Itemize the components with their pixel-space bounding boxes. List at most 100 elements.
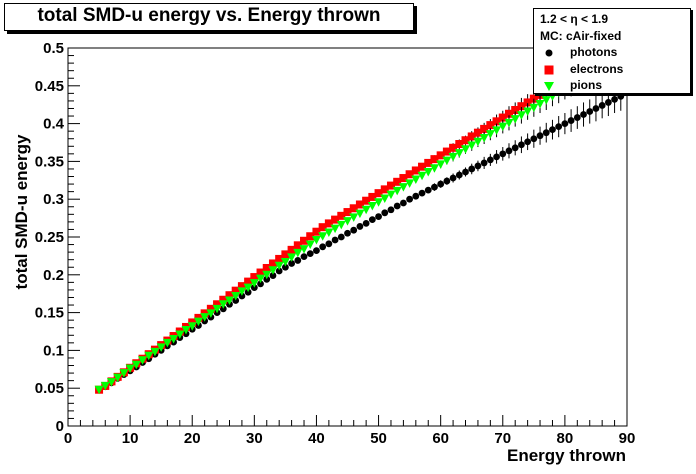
pions-point <box>504 118 514 128</box>
y-tick-label: 0.5 <box>43 40 64 57</box>
legend-header-eta: 1.2 < η < 1.9 <box>540 12 609 26</box>
photons-point <box>586 108 594 115</box>
pions-point <box>510 115 520 124</box>
pions-point <box>144 351 154 361</box>
electrons-point <box>424 158 433 167</box>
pions-point <box>541 96 551 105</box>
pions-point <box>181 325 191 335</box>
photons-point <box>611 96 618 103</box>
electrons-point <box>213 300 222 309</box>
photons-point <box>381 209 389 217</box>
photons-point <box>561 120 569 127</box>
photons-point <box>598 102 606 109</box>
electrons-point <box>256 268 265 277</box>
electrons-point <box>386 181 395 190</box>
legend-entry-electrons: electrons <box>540 62 688 78</box>
pions-point <box>324 228 334 237</box>
photons-point <box>362 219 370 227</box>
pions-point <box>100 381 110 391</box>
photons-point <box>443 177 451 185</box>
photons-point <box>511 144 519 152</box>
electrons-point <box>449 143 458 152</box>
pions-point <box>106 378 116 387</box>
photons-point <box>493 153 500 161</box>
photons-point <box>344 229 351 237</box>
pions-point <box>355 209 365 219</box>
photons-point <box>294 257 302 264</box>
legend-header-mc: MC: cAir-fixed <box>540 29 622 43</box>
pions-point <box>125 364 135 374</box>
pions-point <box>94 385 104 395</box>
pions-point <box>386 190 396 200</box>
electrons-point <box>262 263 271 272</box>
pions-point <box>367 202 377 211</box>
electrons-point <box>312 227 321 236</box>
pions-point <box>256 274 266 284</box>
photons-point <box>325 240 333 248</box>
electrons-point <box>486 121 495 130</box>
pions-point <box>448 152 458 162</box>
pions-point <box>523 107 533 117</box>
photons-point <box>567 117 575 124</box>
photons-point <box>263 275 271 283</box>
electrons-point <box>306 232 315 241</box>
electrons-point <box>405 170 414 179</box>
photons-point <box>462 168 469 176</box>
electrons-point <box>225 291 234 300</box>
y-tick-label: 0 <box>56 418 64 435</box>
y-tick-label: 0.4 <box>43 116 65 133</box>
pions-point <box>200 313 210 322</box>
photons-point <box>288 260 295 267</box>
x-tick-label: 80 <box>557 430 574 447</box>
pions-point <box>212 304 222 314</box>
electrons-point <box>498 113 507 122</box>
y-tick-label: 0.05 <box>35 380 64 397</box>
electrons-point <box>219 295 228 304</box>
chart-title: total SMD-u energy vs. Energy thrown <box>37 5 381 26</box>
legend-label-pions: pions <box>570 78 602 92</box>
pions-point <box>336 220 346 230</box>
pions-point <box>485 130 495 139</box>
electrons-point <box>324 219 333 228</box>
plot-frame <box>67 47 628 427</box>
electrons-marker-icon <box>544 65 554 75</box>
pions-point <box>380 194 390 203</box>
photons-point <box>306 250 314 258</box>
photons-point <box>542 129 550 137</box>
pions-point <box>169 335 179 344</box>
photons-point <box>250 284 258 292</box>
pions-point <box>473 137 483 147</box>
x-tick-label: 50 <box>370 430 387 447</box>
photons-point <box>480 159 488 167</box>
electrons-point <box>442 147 451 156</box>
pions-point <box>535 99 545 109</box>
electrons-point <box>411 166 420 175</box>
electrons-point <box>374 189 383 198</box>
photons-point <box>275 267 283 275</box>
electrons-point <box>268 259 277 268</box>
pions-point <box>162 338 172 348</box>
legend: 1.2 < η < 1.9 MC: cAir-fixed photons ele… <box>533 8 691 94</box>
pions-point <box>224 296 234 306</box>
pions-point <box>274 261 284 271</box>
pions-point <box>374 198 384 207</box>
photons-point <box>555 123 563 131</box>
electrons-point <box>473 128 482 137</box>
electrons-point <box>281 250 290 259</box>
pions-point <box>405 179 415 188</box>
photons-point <box>499 150 507 158</box>
photons-point <box>331 236 339 244</box>
y-tick-label: 0.3 <box>43 191 64 208</box>
electrons-point <box>318 223 327 232</box>
pions-point <box>423 167 433 177</box>
x-tick-label: 60 <box>432 430 449 447</box>
pions-point <box>311 236 321 245</box>
pions-point <box>436 160 446 169</box>
photons-point <box>406 195 414 203</box>
pions-point <box>243 283 253 293</box>
electrons-point <box>511 105 520 114</box>
chart-title-box: total SMD-u energy vs. Energy thrown <box>4 3 414 31</box>
photons-point <box>486 156 494 164</box>
pions-point <box>318 232 328 241</box>
pions-point <box>529 103 539 113</box>
